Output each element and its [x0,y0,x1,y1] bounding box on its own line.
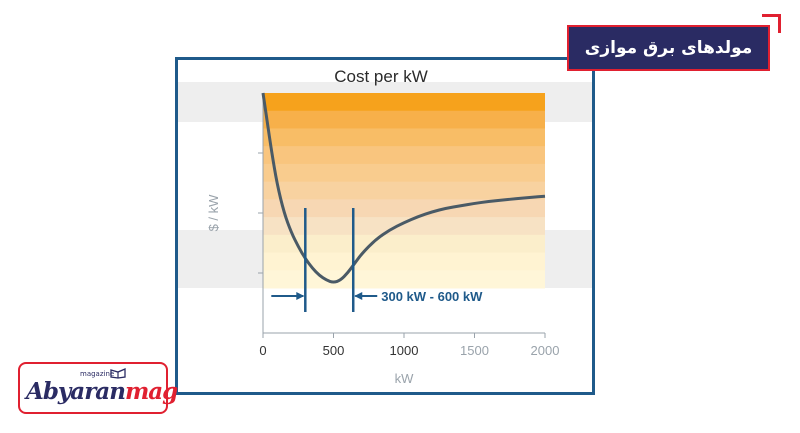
color-band [263,217,545,236]
color-band [263,163,545,183]
color-band [263,110,545,129]
corner-decoration [762,14,781,33]
brand-logo: magazine Abyaranmag [18,362,178,414]
title-badge-text: مولدهای برق موازی [584,38,753,58]
range-annotation: 300 kW - 600 kW [381,289,483,304]
logo-brand-accent: mag [124,378,178,405]
color-band [263,146,545,165]
chart-title: Cost per kW [334,67,428,86]
x-tick-label: 1500 [460,343,489,358]
book-icon [110,368,126,379]
color-band [263,252,545,271]
color-band [263,270,545,289]
logo-tagline: magazine [80,370,115,378]
arrow-left-head [296,292,305,300]
background-bands [178,82,592,289]
color-band [263,181,545,200]
cost-per-kw-chart: 0 500 1000 1500 2000 Cost per kW $ / kW kW 3… [178,67,592,386]
cost-curve [261,92,546,284]
x-tick-label: 500 [323,343,345,358]
logo-brand-main: Abyaran [26,378,126,405]
y-ticks [258,152,263,274]
color-band [263,93,545,112]
color-band [263,234,545,254]
y-axis-label: $ / kW [206,194,221,232]
x-axis-label: kW [395,371,415,386]
title-badge: مولدهای برق موازی [567,25,770,71]
x-tick-label: 1000 [390,343,419,358]
range-markers [271,208,378,312]
chart-frame: 0 500 1000 1500 2000 Cost per kW $ / kW kW 3… [175,57,595,395]
x-tick-label: 0 [259,343,266,358]
x-ticks: 0 500 1000 1500 2000 [259,333,559,358]
logo-wordmark: Abyaranmag [26,378,178,405]
arrow-right-head [354,292,363,300]
x-tick-label: 2000 [531,343,560,358]
color-band [263,128,545,147]
